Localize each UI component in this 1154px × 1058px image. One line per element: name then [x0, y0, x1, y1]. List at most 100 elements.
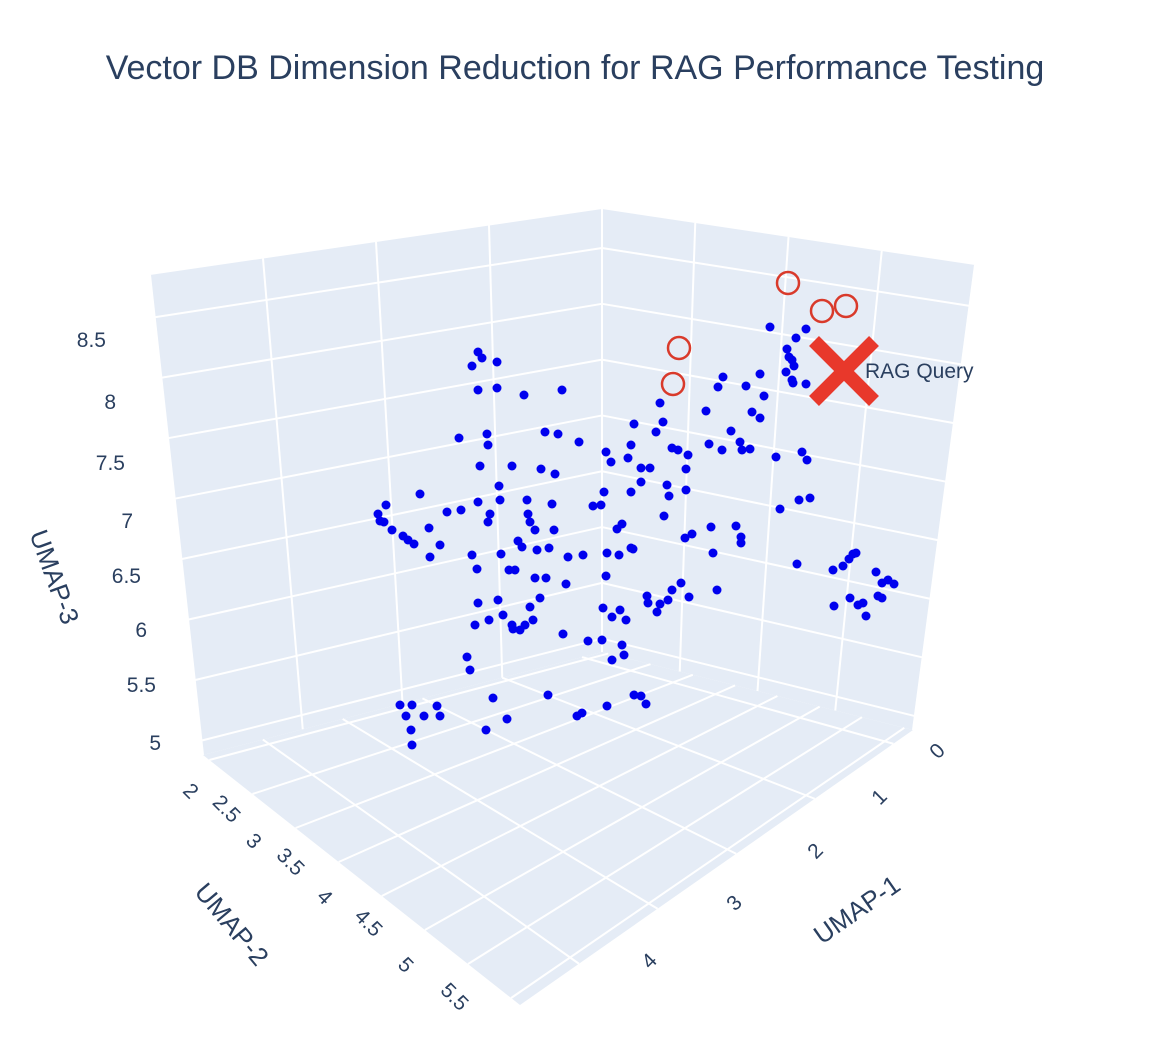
- data-point: [599, 487, 609, 497]
- data-point: [655, 398, 665, 408]
- data-point: [628, 544, 638, 554]
- z-gridline-right: [601, 358, 955, 425]
- data-point: [877, 578, 887, 588]
- z-gridline-right: [601, 470, 939, 542]
- data-point: [493, 595, 503, 605]
- right-wall-gridline: [678, 222, 697, 672]
- axis-panes: [150, 209, 975, 1005]
- data-point: [387, 525, 397, 535]
- data-point: [409, 539, 419, 549]
- floor-y-gridline: [338, 684, 736, 863]
- data-point: [747, 407, 757, 417]
- data-point: [473, 497, 483, 507]
- data-point: [684, 592, 694, 602]
- data-point: [577, 708, 587, 718]
- z-gridline-left: [161, 302, 603, 379]
- z-tick-label: 6: [135, 619, 147, 642]
- right-wall-gridline: [756, 236, 790, 692]
- data-point: [543, 690, 553, 700]
- rag-query-annotation: RAG Query: [865, 360, 974, 383]
- data-point: [502, 714, 512, 724]
- data-point: [871, 567, 881, 577]
- data-point: [602, 701, 612, 711]
- y-tick-label: 2.5: [208, 791, 245, 828]
- data-point: [470, 620, 480, 630]
- z-tick-label: 5.5: [127, 674, 156, 697]
- y-axis-title: UMAP-2: [189, 877, 275, 972]
- data-point: [775, 504, 785, 514]
- data-point: [532, 545, 542, 555]
- y-tick-label: 4: [312, 885, 337, 910]
- data-point: [794, 495, 804, 505]
- data-point: [667, 585, 677, 595]
- data-point: [419, 711, 429, 721]
- x-tick-label: 3: [722, 891, 747, 916]
- data-point: [713, 382, 723, 392]
- data-point: [681, 485, 691, 495]
- nearest-neighbor-marker: [666, 335, 692, 361]
- floor-pane: [203, 652, 913, 1005]
- data-point: [528, 615, 538, 625]
- data-point: [851, 548, 861, 558]
- z-gridline-left: [154, 246, 603, 319]
- x-tick-label: 2: [803, 839, 828, 864]
- z-gridline-right: [601, 414, 947, 483]
- floor-y-gridline: [252, 663, 651, 795]
- data-point: [706, 522, 716, 532]
- data-point: [658, 417, 668, 427]
- data-point: [492, 357, 502, 367]
- data-points: [373, 270, 899, 750]
- nearest-neighbor-marker: [660, 371, 686, 397]
- data-point: [801, 379, 811, 389]
- data-point: [462, 652, 472, 662]
- x-tick-label: 0: [925, 739, 950, 764]
- data-point: [676, 578, 686, 588]
- data-point: [735, 437, 745, 447]
- right-wall-gridline: [912, 264, 976, 731]
- nearest-neighbor-marker: [833, 293, 859, 319]
- z-gridline-right: [601, 246, 970, 307]
- data-point: [626, 487, 636, 497]
- data-point: [745, 444, 755, 454]
- data-point: [838, 561, 848, 571]
- data-point: [475, 461, 485, 471]
- y-tick-label: 5: [393, 953, 418, 978]
- data-point: [858, 598, 868, 608]
- data-point: [636, 477, 646, 487]
- data-point: [781, 367, 791, 377]
- data-point: [473, 385, 483, 395]
- data-point: [607, 655, 617, 665]
- data-point: [424, 523, 434, 533]
- data-point: [472, 564, 482, 574]
- data-point: [540, 427, 550, 437]
- data-point: [645, 463, 655, 473]
- data-point: [598, 603, 608, 613]
- data-point: [425, 552, 435, 562]
- floor-y-gridline: [510, 726, 905, 999]
- data-point: [861, 611, 871, 621]
- data-point: [415, 489, 425, 499]
- floor-y-gridline: [467, 716, 863, 965]
- data-point: [802, 455, 812, 465]
- x-tick-label: 1: [867, 785, 892, 810]
- data-point: [680, 533, 690, 543]
- z-tick-label: 8.5: [77, 329, 106, 352]
- data-point: [615, 605, 625, 615]
- data-point: [465, 665, 475, 675]
- y-tick-label: 3.5: [272, 844, 309, 881]
- data-point: [673, 445, 683, 455]
- z-tick-label: 7.5: [96, 452, 125, 475]
- data-point: [845, 593, 855, 603]
- data-point: [755, 369, 765, 379]
- data-point: [574, 437, 584, 447]
- data-point: [407, 740, 417, 750]
- data-point: [492, 383, 502, 393]
- floor-x-gridline: [342, 718, 659, 910]
- floor-y-gridline: [381, 695, 778, 897]
- data-point: [755, 413, 765, 423]
- data-point: [536, 464, 546, 474]
- floor-y-gridline: [424, 705, 821, 931]
- data-point: [535, 593, 545, 603]
- data-point: [381, 500, 391, 510]
